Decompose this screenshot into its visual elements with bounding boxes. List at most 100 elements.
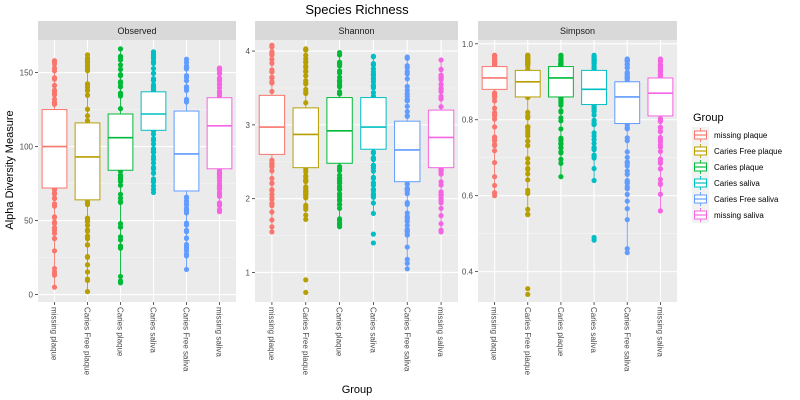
data-point [84, 88, 91, 94]
data-point [117, 273, 124, 280]
data-point [624, 246, 630, 252]
data-point [370, 180, 377, 186]
data-point [84, 228, 91, 234]
legend-label: missing plaque [714, 131, 768, 140]
data-point [336, 224, 343, 230]
data-point [84, 118, 91, 124]
data-point [216, 193, 223, 200]
data-point [438, 104, 444, 110]
data-point [336, 49, 343, 56]
data-point [624, 191, 630, 198]
data-point [269, 69, 275, 75]
data-point [404, 109, 410, 115]
data-point [51, 58, 58, 64]
box-iqr [74, 122, 101, 201]
data-point [84, 233, 91, 239]
legend-label: Caries saliva [714, 179, 760, 188]
y-tick-label: 1 [246, 268, 251, 277]
y-tick-label: 1.0 [462, 40, 474, 49]
data-point [657, 124, 664, 130]
data-point [51, 214, 58, 221]
data-point [370, 186, 377, 192]
data-point [624, 171, 630, 177]
legend-label: missing saliva [714, 211, 764, 220]
facet-panels: Observed 0 50 100 150 missing plaque Caries Fr… [20, 21, 677, 376]
data-point [525, 155, 531, 162]
data-point [216, 65, 223, 71]
x-tick-label: Caries plaque [116, 307, 125, 357]
data-point [624, 56, 630, 62]
data-point [303, 68, 309, 75]
data-point [269, 88, 275, 95]
data-point [525, 160, 531, 166]
data-point [404, 222, 410, 229]
data-point [657, 166, 664, 172]
data-point [370, 53, 377, 59]
data-point [558, 56, 564, 62]
data-point [491, 52, 498, 58]
box-iqr [614, 81, 641, 125]
legend: Group missing plaque Caries Free plaque Ca… [692, 112, 783, 223]
data-point [150, 164, 157, 170]
box-caries-saliva [360, 53, 387, 246]
data-point [150, 145, 157, 152]
data-point [370, 61, 377, 68]
data-point [183, 98, 190, 104]
data-point [491, 159, 498, 166]
box-iqr [140, 91, 167, 131]
data-point [84, 254, 91, 260]
data-point [491, 148, 498, 154]
data-point [591, 140, 597, 146]
data-point [525, 177, 531, 183]
x-tick-label: missing saliva [655, 307, 664, 357]
data-point [591, 121, 597, 128]
data-point [624, 250, 630, 256]
x-axis-label: Group [342, 384, 373, 396]
data-point [269, 187, 275, 194]
data-point [491, 193, 498, 199]
data-point [51, 219, 58, 225]
x-tick-label: missing saliva [436, 307, 445, 357]
data-point [657, 148, 664, 155]
box-caries-plaque [547, 52, 574, 180]
data-point [150, 156, 157, 162]
data-point [558, 118, 564, 124]
data-point [117, 46, 124, 52]
data-point [591, 108, 597, 114]
data-points [269, 42, 275, 235]
box-caries-free-plaque [74, 52, 101, 295]
data-points [624, 56, 630, 256]
data-point [269, 180, 275, 186]
data-point [370, 231, 377, 237]
data-point [216, 89, 223, 95]
box-caries-free-saliva [173, 56, 200, 273]
legend-entries: missing plaque Caries Free plaque Caries p… [692, 127, 783, 223]
data-point [117, 84, 124, 90]
data-point [117, 106, 124, 112]
facet-strip-label: Simpson [560, 26, 595, 36]
data-point [269, 56, 275, 62]
data-point [183, 228, 190, 234]
data-point [150, 137, 157, 143]
data-point [216, 81, 223, 87]
data-point [657, 176, 664, 183]
data-point [370, 66, 377, 72]
x-tick-label: Caries saliva [149, 307, 158, 353]
data-points [84, 52, 91, 295]
legend-entry: missing saliva [692, 207, 764, 223]
data-point [438, 182, 444, 188]
data-point [336, 193, 343, 199]
data-point [370, 155, 377, 162]
data-point [657, 191, 664, 197]
data-point [84, 106, 91, 112]
data-point [269, 229, 275, 235]
data-point [404, 186, 410, 192]
data-point [51, 235, 58, 242]
data-point [525, 171, 531, 177]
data-point [303, 212, 309, 218]
data-point [591, 136, 597, 143]
data-point [183, 56, 190, 62]
data-point [404, 83, 410, 90]
box-missing-plaque [41, 58, 68, 290]
data-point [183, 202, 190, 208]
